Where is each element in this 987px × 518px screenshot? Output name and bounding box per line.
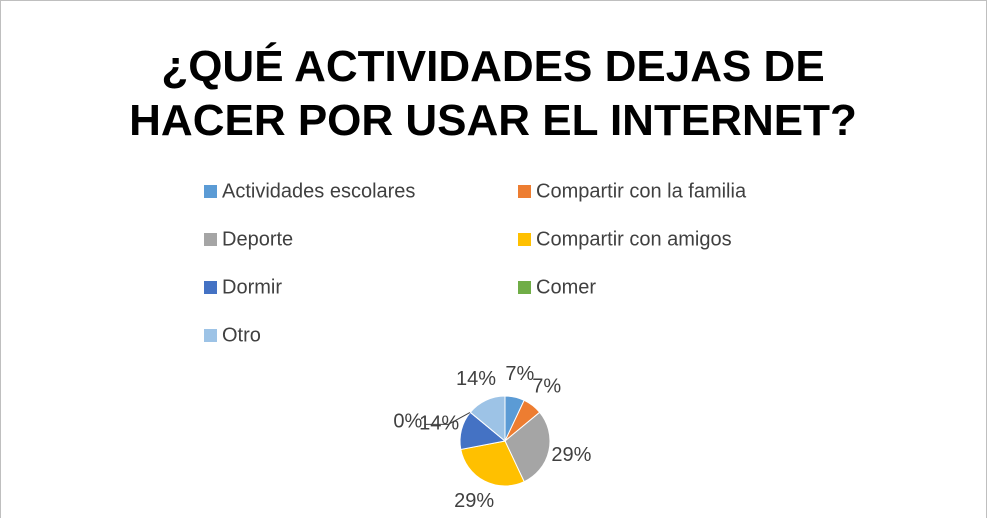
leader-line xyxy=(425,411,471,425)
legend-swatch xyxy=(204,281,217,294)
legend-label: Deporte xyxy=(222,228,293,250)
data-label: 7% xyxy=(505,363,534,385)
pie-slice xyxy=(469,395,506,443)
data-label: 14% xyxy=(419,412,459,434)
legend-label: Comer xyxy=(536,276,596,298)
legend-label: Compartir con amigos xyxy=(536,228,732,250)
legend-label: Dormir xyxy=(222,276,282,298)
pie-slice xyxy=(460,440,525,487)
data-label: 29% xyxy=(454,490,494,512)
data-label: 14% xyxy=(456,368,496,390)
data-label: 7% xyxy=(532,376,561,398)
data-label: 29% xyxy=(551,444,591,466)
chart-title: ¿QUÉ ACTIVIDADES DEJAS DE HACER POR USAR… xyxy=(129,42,857,145)
data-label: 0% xyxy=(393,411,422,433)
legend-label: Actividades escolares xyxy=(222,180,415,202)
legend-swatch xyxy=(204,233,217,246)
legend-swatch xyxy=(204,329,217,342)
legend-label: Compartir con la familia xyxy=(536,180,747,202)
legend-swatch xyxy=(518,233,531,246)
legend-swatch xyxy=(204,185,217,198)
legend-swatch xyxy=(518,281,531,294)
legend-label: Otro xyxy=(222,324,261,346)
legend-swatch xyxy=(518,185,531,198)
